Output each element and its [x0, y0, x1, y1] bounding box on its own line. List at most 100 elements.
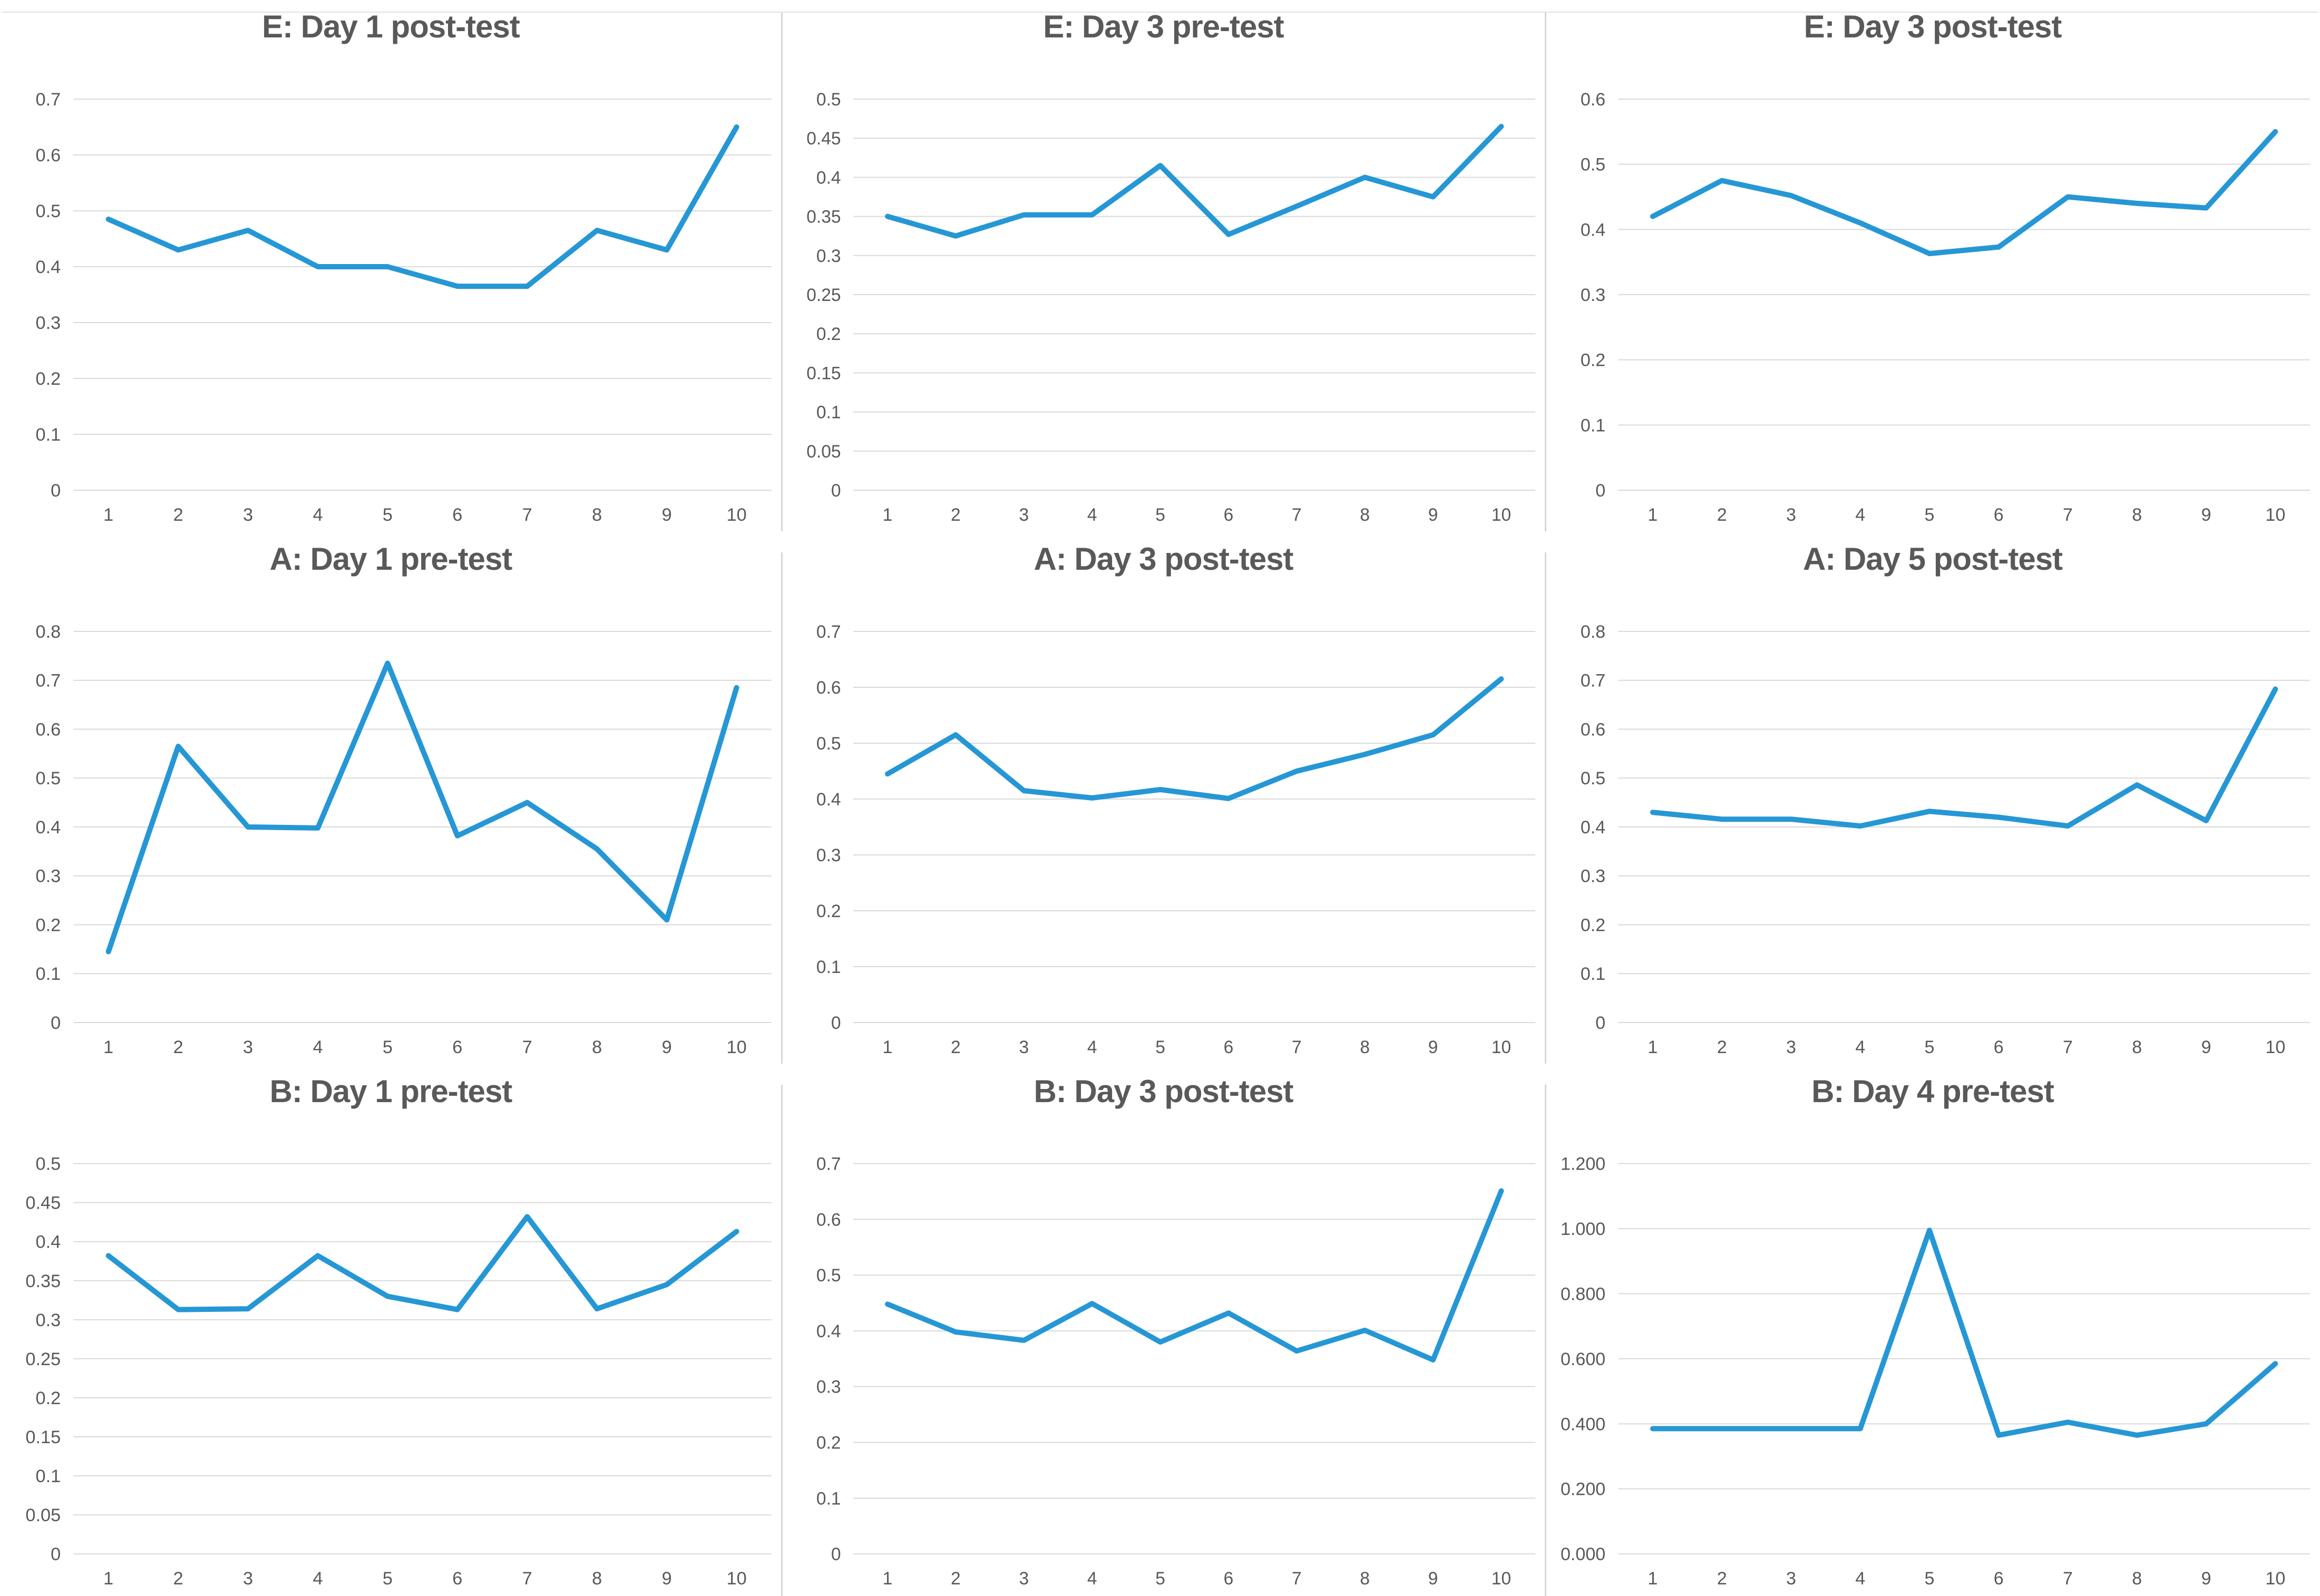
- y-axis-tick-label: 0.25: [806, 285, 841, 305]
- y-axis-tick-label: 0.05: [25, 1505, 61, 1525]
- x-axis-tick-label: 2: [1717, 1037, 1727, 1057]
- x-axis-tick-label: 9: [2201, 1569, 2211, 1589]
- x-axis-tick-label: 10: [726, 1037, 746, 1057]
- x-axis-tick-label: 8: [592, 1569, 602, 1589]
- y-axis-tick-label: 0.3: [816, 246, 841, 266]
- x-axis-tick-label: 7: [1292, 1037, 1302, 1057]
- y-axis-tick-label: 0.35: [806, 207, 841, 227]
- series-line: [885, 676, 1504, 801]
- y-axis-tick-label: 0.3: [1581, 867, 1605, 887]
- y-axis-tick-label: 0.15: [25, 1427, 61, 1447]
- chart-cell-e-day3-post-test: 0.6 0.5 0.4 0.3 0.2 0.1 0 1 2 3 4 5 6 7 8 9 10 E: Day 3 …: [1545, 0, 2320, 532]
- x-axis-tick-label: 9: [2201, 1037, 2211, 1057]
- x-axis-tick-label: 6: [452, 505, 462, 525]
- y-axis-tick-label: 0.1: [816, 1488, 841, 1509]
- y-axis-tick-label: 0.8: [35, 622, 61, 642]
- x-axis-tick-label: 1: [883, 1569, 893, 1589]
- x-axis-tick-label: 9: [662, 1569, 672, 1589]
- series-line: [885, 123, 1504, 239]
- x-axis-tick-label: 8: [592, 1037, 602, 1057]
- y-axis-tick-label: 0.2: [1581, 351, 1605, 371]
- x-axis-tick-label: 6: [1224, 1037, 1234, 1057]
- x-axis-tick-label: 4: [1087, 505, 1097, 525]
- y-axis-tick-label: 0.5: [816, 1266, 841, 1286]
- y-axis-tick-label: 0: [831, 481, 841, 501]
- y-axis-tick-label: 0.7: [816, 1154, 841, 1174]
- y-axis-tick-label: 0.4: [816, 168, 841, 188]
- x-axis-tick-label: 7: [2063, 1569, 2073, 1589]
- x-axis-tick-label: 4: [313, 1569, 323, 1589]
- x-axis-tick-label: 8: [1360, 505, 1370, 525]
- column-divider: [781, 1085, 783, 1596]
- y-axis-tick-label: 0.2: [35, 1388, 61, 1408]
- y-axis-tick-label: 0.2: [816, 1433, 841, 1453]
- y-axis-tick-label: 0.1: [1581, 964, 1605, 984]
- y-axis-tick-label: 0.25: [25, 1349, 61, 1369]
- x-axis-tick-label: 5: [1155, 505, 1165, 525]
- y-axis-tick-label: 0.6: [1581, 90, 1605, 110]
- x-axis-tick-label: 4: [1855, 1569, 1865, 1589]
- x-axis-tick-label: 2: [173, 1037, 183, 1057]
- chart-plot: 0.8 0.7 0.6 0.5 0.4 0.3 0.2 0.1 0 1 2 3 4 5 6 7 8 9 10: [1581, 622, 2310, 1057]
- column-divider: [781, 552, 783, 1064]
- y-axis-tick-label: 0: [831, 1544, 841, 1564]
- y-axis-tick-label: 0.4: [35, 818, 61, 838]
- series-line: [105, 660, 739, 955]
- column-divider: [781, 13, 783, 531]
- y-axis-tick-label: 0.5: [1581, 768, 1605, 789]
- chart-plot: 0.8 0.7 0.6 0.5 0.4 0.3 0.2 0.1 0 1 2 3 4 5 6 7 8 9 10: [35, 622, 772, 1057]
- column-divider: [1545, 552, 1546, 1064]
- chart-plot: 0.7 0.6 0.5 0.4 0.3 0.2 0.1 0 1 2 3 4 5 6 7 8 9 10: [816, 1154, 1536, 1589]
- x-axis-tick-label: 2: [1717, 1569, 1727, 1589]
- y-axis-tick-label: 0.4: [1581, 818, 1605, 838]
- y-axis-tick-label: 0.3: [35, 867, 61, 887]
- y-axis-tick-label: 0.7: [35, 671, 61, 691]
- x-axis-tick-label: 1: [1648, 1037, 1658, 1057]
- y-axis-tick-label: 0.5: [35, 201, 61, 221]
- x-axis-tick-label: 6: [1994, 505, 2004, 525]
- series-line: [1650, 686, 2278, 829]
- x-axis-tick-label: 4: [1087, 1037, 1097, 1057]
- x-axis-tick-label: 7: [522, 1569, 532, 1589]
- y-axis-tick-label: 0.6: [35, 145, 61, 166]
- series-line: [105, 124, 739, 289]
- x-axis-tick-label: 5: [383, 505, 393, 525]
- x-axis-tick-label: 6: [452, 1037, 462, 1057]
- y-axis-tick-label: 0.1: [1581, 415, 1605, 435]
- x-axis-tick-label: 10: [1492, 505, 1511, 525]
- x-axis-tick-label: 6: [1224, 505, 1234, 525]
- y-axis-tick-label: 0.8: [1581, 622, 1605, 642]
- series-line: [885, 1188, 1504, 1363]
- y-axis-tick-label: 0.4: [35, 1232, 61, 1252]
- x-axis-tick-label: 9: [1428, 1037, 1438, 1057]
- series-line: [105, 1214, 739, 1312]
- x-axis-tick-label: 8: [1360, 1037, 1370, 1057]
- x-axis-tick-label: 3: [1786, 1569, 1796, 1589]
- x-axis-tick-label: 7: [1292, 1569, 1302, 1589]
- chart-cell-e-day3-pre-test: 0.5 0.45 0.4 0.35 0.3 0.25 0.2 0.15 0.1 0.05 0 1 2 3 4…: [782, 0, 1545, 532]
- x-axis-tick-label: 6: [1994, 1569, 2004, 1589]
- x-axis-tick-label: 4: [1087, 1569, 1097, 1589]
- chart-cell-a-day5-post-test: 0.8 0.7 0.6 0.5 0.4 0.3 0.2 0.1 0 1 2 3 4 5 6 7 8 9 10 A: …: [1545, 532, 2320, 1065]
- chart-cell-b-day1-pre-test: 0.5 0.45 0.4 0.35 0.3 0.25 0.2 0.15 0.1 0.05 0 1 2 3 4…: [0, 1065, 782, 1596]
- y-axis-tick-label: 0.6: [816, 678, 841, 698]
- y-axis-tick-label: 0.800: [1561, 1284, 1605, 1305]
- x-axis-tick-label: 1: [1648, 1569, 1658, 1589]
- chart-cell-b-day4-pre-test: 1.200 1.000 0.800 0.600 0.400 0.200 0.000 1 2 3 4 5…: [1545, 1065, 2320, 1596]
- y-axis-tick-label: 1.000: [1561, 1219, 1605, 1239]
- column-divider: [1545, 1085, 1546, 1596]
- x-axis-tick-label: 6: [1224, 1569, 1234, 1589]
- y-axis-tick-label: 0.7: [35, 90, 61, 110]
- chart-cell-e-day1-post-test: 0.7 0.6 0.5 0.4 0.3 0.2 0.1 0 1 2 3 4 5 6 7 8 9 10 E: Day…: [0, 0, 782, 532]
- x-axis-tick-label: 7: [2063, 1037, 2073, 1057]
- y-axis-tick-label: 0.1: [816, 957, 841, 977]
- x-axis-tick-label: 9: [662, 1037, 672, 1057]
- x-axis-tick-label: 8: [2132, 505, 2142, 525]
- y-axis-tick-label: 0: [51, 1544, 61, 1564]
- x-axis-tick-label: 10: [1492, 1037, 1511, 1057]
- x-axis-tick-label: 3: [1786, 1037, 1796, 1057]
- y-axis-tick-label: 0.600: [1561, 1349, 1605, 1369]
- x-axis-tick-label: 2: [951, 1037, 961, 1057]
- x-axis-tick-label: 3: [1019, 505, 1029, 525]
